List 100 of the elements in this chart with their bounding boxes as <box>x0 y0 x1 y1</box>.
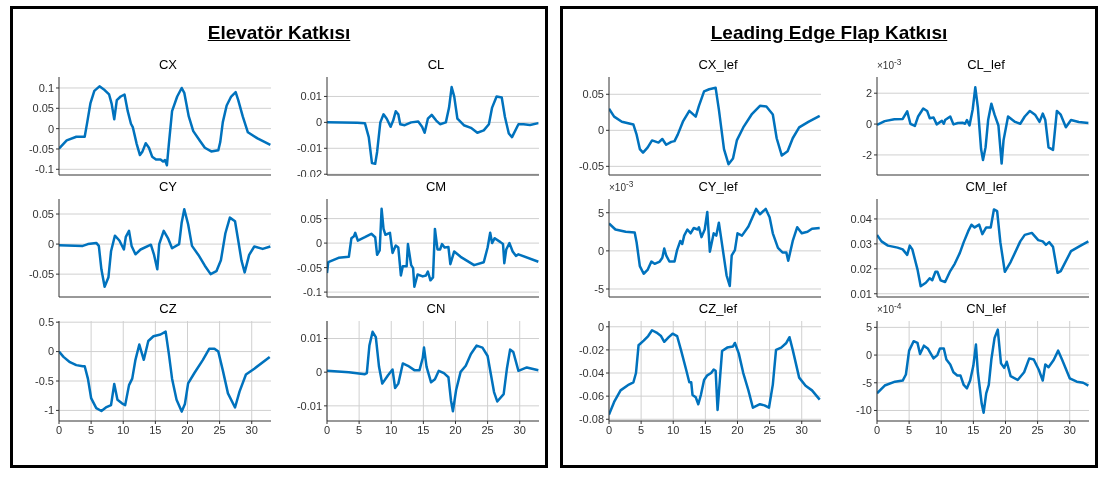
y-tick-label: 0.05 <box>32 207 54 220</box>
y-tick-label: 0.5 <box>38 316 54 329</box>
y-tick-label: -0.02 <box>578 343 604 356</box>
line-series <box>327 207 539 288</box>
y-tick-label: -0.06 <box>578 390 604 403</box>
line-series <box>877 86 1089 165</box>
y-tick-label: 0.1 <box>38 81 54 94</box>
y-tick-label: -0.05 <box>578 160 604 173</box>
y-tick-label: 0 <box>47 345 54 358</box>
y-tick-label: 0 <box>597 124 604 137</box>
y-tick-label: 0 <box>315 237 322 250</box>
x-tick-label: 25 <box>763 423 776 436</box>
y-tick-label: 0 <box>315 116 322 129</box>
y-tick-label: -0.01 <box>296 142 322 155</box>
chart-title: CL <box>426 57 446 73</box>
x-tick-label: 0 <box>873 423 881 436</box>
chart-title: CM_lef <box>964 179 1008 195</box>
x-tick-label: 5 <box>906 423 913 436</box>
x-tick-label: 0 <box>323 423 331 436</box>
x-tick-label: 30 <box>1063 423 1076 436</box>
chart-title: CL_lef <box>967 57 1005 72</box>
y-tick-label: -0.08 <box>578 413 604 426</box>
x-tick-label: 20 <box>449 423 462 436</box>
line-series <box>877 328 1089 414</box>
x-tick-label: 0 <box>55 423 63 436</box>
x-tick-label: 15 <box>417 423 430 436</box>
y-tick-label: -5 <box>862 376 872 389</box>
x-tick-label: 0 <box>605 423 613 436</box>
y-tick-label: 0.01 <box>850 287 872 300</box>
x-tick-label: 20 <box>181 423 194 436</box>
y-tick-label: 5 <box>597 206 604 219</box>
y-tick-label: -10 <box>856 404 872 417</box>
text: Leading Edge Flap Katkısı <box>710 22 948 43</box>
y-tick-label: 0.01 <box>300 332 322 345</box>
x-tick-label: 10 <box>667 423 680 436</box>
y-tick-label: 5 <box>865 321 872 334</box>
chart-title: CM <box>424 179 448 195</box>
y-tick-label: 0.04 <box>850 212 872 225</box>
x-tick-label: 5 <box>88 423 95 436</box>
x-tick-label: 10 <box>935 423 948 436</box>
x-tick-label: 30 <box>795 423 808 436</box>
y-tick-label: 0 <box>315 366 322 379</box>
y-tick-label: 0.05 <box>582 88 604 101</box>
text: ×10$^{-4}$ <box>877 301 902 316</box>
line-series <box>877 208 1089 288</box>
chart-title: CZ_lef <box>697 301 739 317</box>
y-tick-label: -0.05 <box>28 268 54 281</box>
chart-title: CZ <box>158 301 178 317</box>
y-tick-label: 0 <box>597 244 604 257</box>
text: Elevatör Katkısı <box>207 22 351 43</box>
chart-title: CN_lef <box>966 301 1006 316</box>
line-series <box>59 85 271 167</box>
y-tick-label: 0.02 <box>850 262 872 275</box>
line-series <box>327 85 539 166</box>
y-tick-label: -0.01 <box>296 399 322 412</box>
x-tick-label: 10 <box>385 423 398 436</box>
x-tick-label: 5 <box>638 423 645 436</box>
y-tick-label: 0.05 <box>300 212 322 225</box>
y-tick-label: -5 <box>594 282 604 295</box>
y-tick-label: 0 <box>865 348 872 361</box>
y-tick-label: -0.1 <box>303 286 322 299</box>
y-tick-label: -1 <box>44 404 54 417</box>
chart-title: CX_lef <box>697 57 739 73</box>
text: ×10$^{-3}$ <box>609 179 634 194</box>
y-tick-label: -0.05 <box>296 261 322 274</box>
x-tick-label: 15 <box>699 423 712 436</box>
x-tick-label: 10 <box>117 423 130 436</box>
y-tick-label: -0.05 <box>28 142 54 155</box>
line-series <box>609 329 821 416</box>
chart-title: CX <box>157 57 179 73</box>
line-series <box>59 330 271 413</box>
x-tick-label: 30 <box>513 423 526 436</box>
y-tick-label: 0.01 <box>300 90 322 103</box>
text: ×10$^{-3}$ <box>877 57 902 72</box>
line-series <box>327 330 539 413</box>
line-series <box>59 207 271 289</box>
x-tick-label: 25 <box>1031 423 1044 436</box>
y-tick-label: 0 <box>47 122 54 135</box>
x-tick-label: 25 <box>213 423 226 436</box>
y-tick-label: -0.1 <box>35 163 54 176</box>
x-tick-label: 25 <box>481 423 494 436</box>
x-tick-label: 20 <box>731 423 744 436</box>
y-tick-label: 0 <box>865 117 872 130</box>
chart-title: CY_lef <box>698 179 738 194</box>
line-series <box>609 207 821 288</box>
chart-title: CN <box>425 301 447 317</box>
y-tick-label: 0.05 <box>32 102 54 115</box>
y-tick-label: 0.03 <box>850 237 872 250</box>
x-tick-label: 15 <box>967 423 980 436</box>
y-tick-label: 0 <box>597 320 604 333</box>
y-tick-label: 0 <box>47 238 54 250</box>
y-tick-label: -0.5 <box>35 374 54 387</box>
x-tick-label: 30 <box>245 423 258 436</box>
x-tick-label: 15 <box>149 423 162 436</box>
x-tick-label: 5 <box>356 423 363 436</box>
y-tick-label: -2 <box>862 148 872 161</box>
y-tick-label: 2 <box>865 87 872 100</box>
line-series <box>609 86 821 166</box>
x-tick-label: 20 <box>999 423 1012 436</box>
chart-title: CY <box>157 179 179 195</box>
